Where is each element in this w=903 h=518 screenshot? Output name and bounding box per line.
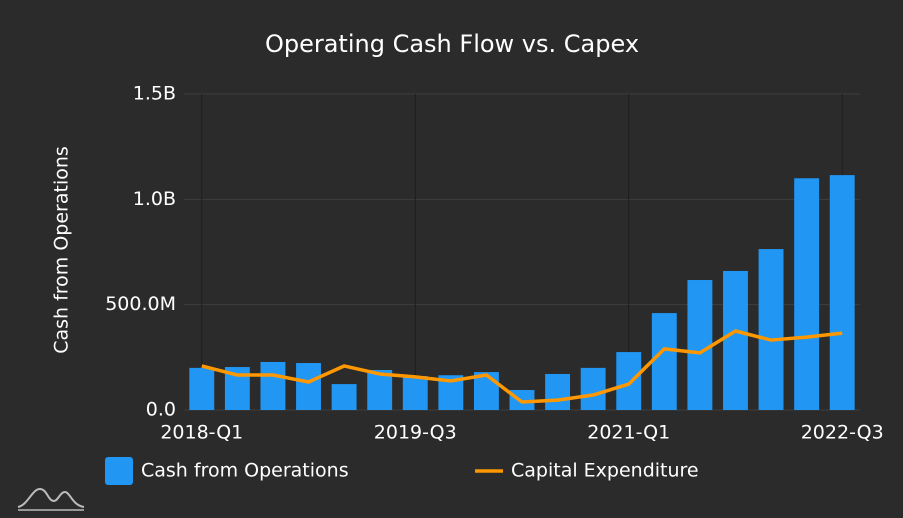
x-tick-label: 2019-Q3: [374, 422, 457, 444]
legend-label: Capital Expenditure: [511, 460, 699, 482]
y-tick-label: 500.0M: [105, 293, 176, 315]
bar: [367, 369, 393, 410]
x-tick-label: 2022-Q3: [801, 422, 884, 444]
bar: [331, 384, 357, 410]
bar: [687, 280, 713, 410]
bar: [829, 175, 855, 410]
bar: [794, 178, 820, 410]
bar: [296, 363, 321, 410]
bar: [723, 270, 748, 410]
line: [201, 329, 843, 404]
bar: [402, 376, 428, 410]
y-tick-label: 1.0B: [133, 188, 176, 210]
legend-label: Cash from Operations: [141, 460, 349, 482]
chart-title: Operating Cash Flow vs. Capex: [265, 30, 639, 58]
y-tick-label: 0.0: [146, 399, 176, 421]
y-tick-label: 1.5B: [133, 83, 176, 105]
bar: [651, 313, 677, 410]
logo: [17, 487, 85, 511]
bar: [545, 373, 571, 410]
bar: [189, 367, 215, 410]
x-tick-label: 2018-Q1: [160, 422, 243, 444]
y-axis-label: Cash from Operations: [51, 146, 73, 354]
x-tick-label: 2021-Q1: [587, 422, 670, 444]
bar: [758, 249, 784, 410]
bar: [580, 367, 606, 410]
bar: [616, 352, 642, 410]
bar: [473, 372, 499, 410]
bar: [260, 361, 286, 410]
legend-swatch: [105, 457, 133, 485]
